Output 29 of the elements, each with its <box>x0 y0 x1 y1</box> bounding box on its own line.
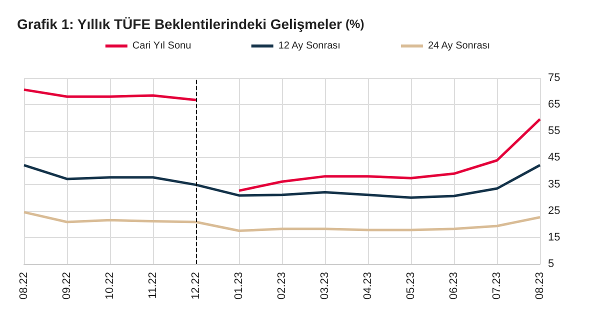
x-tick-label: 09.22 <box>61 272 73 300</box>
x-tick-label: 02.23 <box>276 272 288 300</box>
line-series <box>22 210 542 232</box>
line-series <box>22 88 198 102</box>
y-tick-label: 5 <box>548 258 554 270</box>
x-tick-label: 05.23 <box>405 272 417 300</box>
y-tick-label: 35 <box>548 178 560 190</box>
x-tick-label: 11.22 <box>147 272 159 299</box>
x-tick-label: 12.22 <box>190 272 202 300</box>
x-tick-label: 08.22 <box>18 272 30 300</box>
chart-title: Grafik 1: Yıllık TÜFE Beklentilerindeki Gelişmeler (%) <box>17 16 364 32</box>
y-tick-label: 55 <box>548 125 560 138</box>
y-tick-label: 65 <box>548 98 560 111</box>
x-tick-label: 04.23 <box>362 272 374 300</box>
x-tick-label: 10.22 <box>104 272 116 300</box>
x-tick-label: 01.23 <box>233 272 245 300</box>
legend-label: 12 Ay Sonrası <box>278 40 340 52</box>
y-tick-label: 45 <box>548 152 560 164</box>
y-tick-label: 15 <box>548 231 560 244</box>
y-tick-label: 25 <box>548 204 560 217</box>
x-tick-label: 08.23 <box>534 272 546 300</box>
y-tick-label: 75 <box>548 72 560 84</box>
x-tick-label: 07.23 <box>491 272 503 300</box>
legend-label: 24 Ay Sonrası <box>428 40 490 52</box>
legend-label: Cari Yıl Sonu <box>132 40 192 52</box>
line-series <box>238 118 542 192</box>
x-tick-label: 03.23 <box>319 272 331 300</box>
line-series <box>22 164 542 199</box>
x-tick-label: 06.23 <box>448 272 460 300</box>
